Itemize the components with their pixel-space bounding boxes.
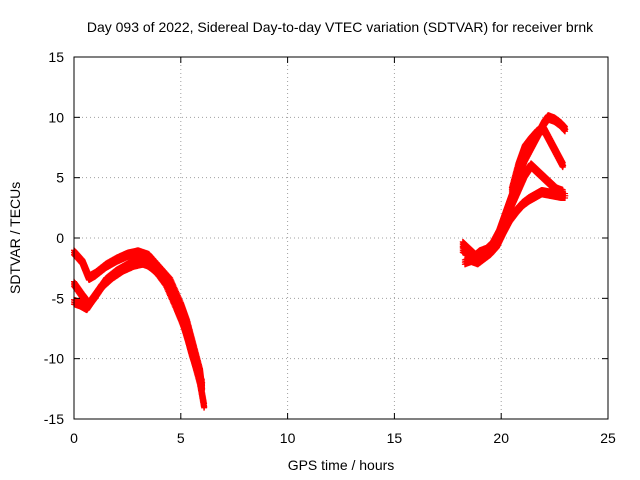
- y-tick-label: -15: [44, 411, 64, 427]
- series-marks: [461, 186, 569, 268]
- y-tick-label: 0: [56, 230, 64, 246]
- x-tick-label: 20: [493, 430, 509, 446]
- tick-labels: 0 5 10 15 20 25 15 10 5 0 -5 -10 -15: [44, 49, 616, 446]
- axis-ticks: [73, 56, 609, 420]
- x-axis-label: GPS time / hours: [287, 457, 395, 473]
- x-tick-label: 25: [600, 430, 616, 446]
- y-tick-label: 10: [48, 109, 64, 125]
- series-arc-7: [508, 124, 567, 195]
- chart-title: Day 093 of 2022, Sidereal Day-to-day VTE…: [86, 19, 594, 35]
- x-tick-label: 0: [70, 430, 78, 446]
- series-arc-6: [461, 186, 569, 268]
- y-tick-label: 5: [56, 170, 64, 186]
- grid-lines: [74, 57, 608, 419]
- data-series: [71, 112, 569, 411]
- x-tick-label: 5: [177, 430, 185, 446]
- y-tick-label: -5: [52, 290, 65, 306]
- y-tick-label: 15: [48, 49, 64, 65]
- y-tick-label: -10: [44, 351, 64, 367]
- x-tick-label: 10: [280, 430, 296, 446]
- x-tick-label: 15: [387, 430, 403, 446]
- series-marks: [508, 124, 567, 195]
